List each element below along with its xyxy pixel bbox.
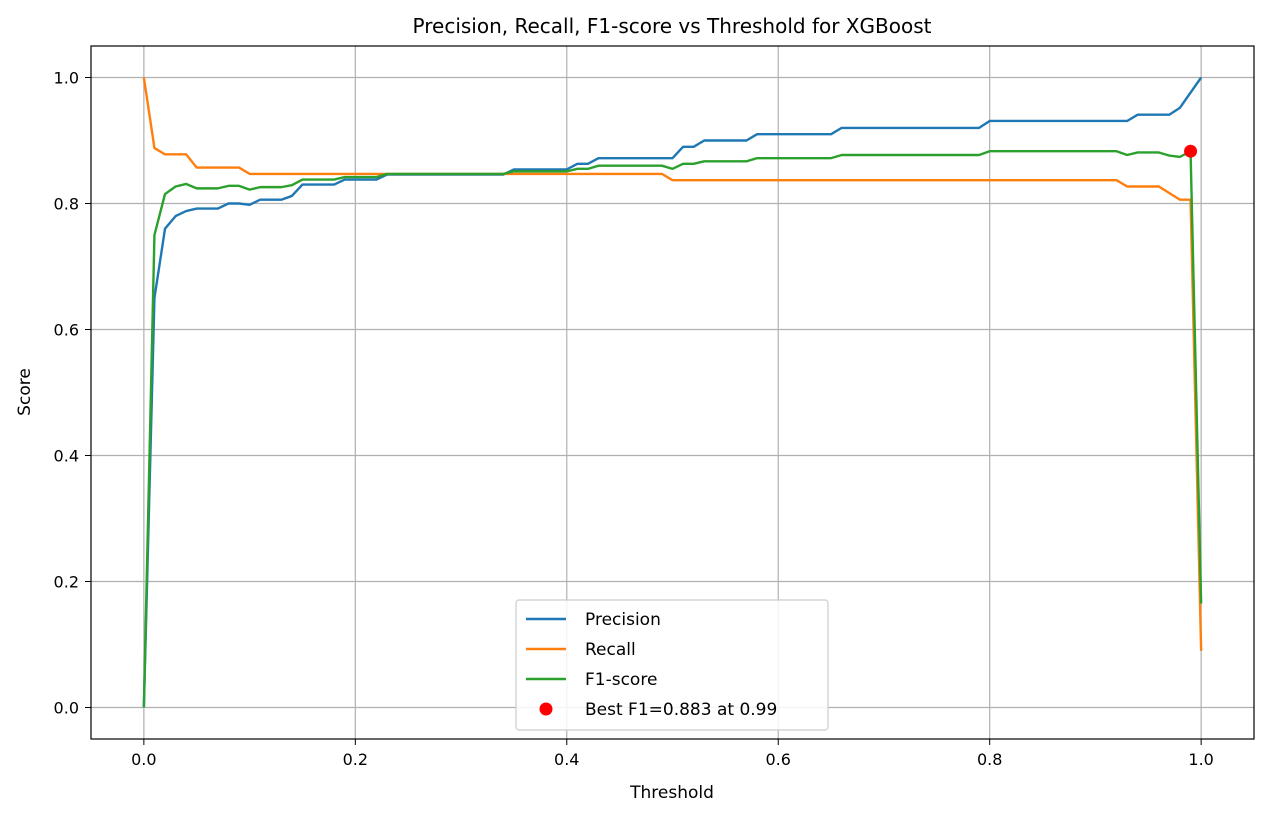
best-f1-point (1184, 144, 1198, 158)
x-tick-label: 0.4 (554, 750, 579, 769)
legend-label: Recall (585, 640, 636, 660)
legend-swatch-best-f1 (539, 702, 553, 716)
grid (91, 46, 1254, 739)
legend-label: Precision (585, 610, 661, 630)
x-tick-label: 1.0 (1188, 750, 1213, 769)
y-tick-label: 0.0 (54, 699, 79, 718)
y-tick-label: 0.6 (54, 321, 79, 340)
x-tick-label: 0.8 (977, 750, 1002, 769)
x-axis-title: Threshold (629, 783, 714, 803)
y-axis-ticks: 0.0 0.2 0.4 0.6 0.8 1.0 (54, 69, 91, 718)
x-tick-label: 0.6 (766, 750, 791, 769)
legend-label: F1-score (585, 670, 657, 690)
y-tick-label: 0.2 (54, 573, 79, 592)
x-axis-ticks: 0.0 0.2 0.4 0.6 0.8 1.0 (131, 739, 1214, 769)
chart-title: Precision, Recall, F1-score vs Threshold… (413, 14, 932, 38)
legend-box (515, 599, 829, 731)
y-tick-label: 0.8 (54, 195, 79, 214)
line-precision (142, 76, 1203, 708)
y-axis-title: Score (15, 368, 35, 416)
series-lines (142, 76, 1203, 708)
x-tick-label: 0.2 (343, 750, 368, 769)
best-f1-marker-group (1184, 144, 1198, 158)
legend: Precision Recall F1-score Best F1=0.883 at … (515, 599, 829, 731)
y-tick-label: 1.0 (54, 69, 79, 88)
legend-label: Best F1=0.883 at 0.99 (585, 700, 777, 720)
x-tick-label: 0.0 (131, 750, 156, 769)
line-recall (142, 77, 1203, 651)
y-tick-label: 0.4 (54, 447, 79, 466)
plot-area-frame (90, 45, 1255, 740)
line-f1-score (142, 150, 1203, 708)
